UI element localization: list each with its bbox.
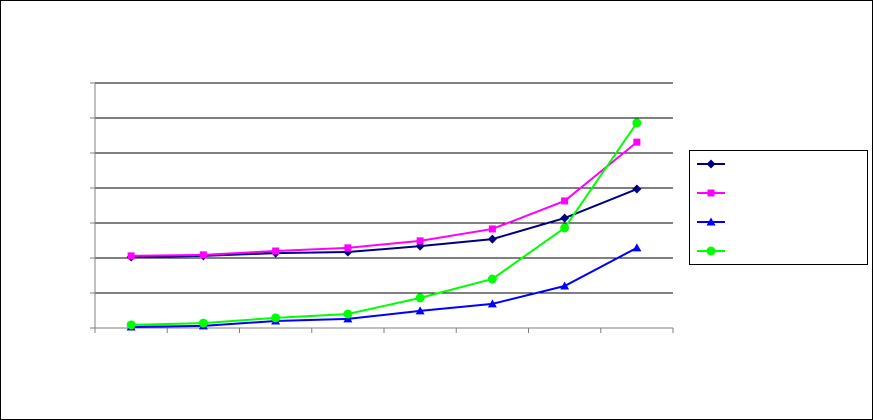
line: [131, 141, 638, 257]
marker: [271, 313, 281, 323]
legend: [689, 150, 868, 265]
marker: [487, 274, 497, 284]
marker: [199, 251, 207, 259]
marker: [487, 299, 497, 308]
marker: [344, 244, 352, 252]
legend-marker: [706, 159, 716, 169]
marker: [416, 237, 424, 245]
marker: [632, 118, 642, 128]
marker: [560, 281, 570, 290]
marker: [632, 243, 642, 252]
marker: [488, 225, 496, 233]
marker: [343, 309, 353, 319]
marker: [561, 197, 569, 205]
marker: [487, 234, 497, 244]
line: [131, 122, 638, 326]
marker: [127, 252, 135, 260]
legend-marker: [706, 246, 716, 256]
marker: [272, 247, 280, 255]
marker: [560, 223, 570, 233]
marker: [198, 318, 208, 328]
line: [131, 188, 638, 258]
marker: [126, 320, 136, 330]
marker: [415, 306, 425, 315]
legend-marker: [706, 217, 716, 226]
marker: [560, 213, 570, 223]
line: [131, 246, 638, 328]
legend-marker: [707, 189, 715, 197]
marker: [633, 138, 641, 146]
marker: [415, 293, 425, 303]
marker: [632, 184, 642, 194]
